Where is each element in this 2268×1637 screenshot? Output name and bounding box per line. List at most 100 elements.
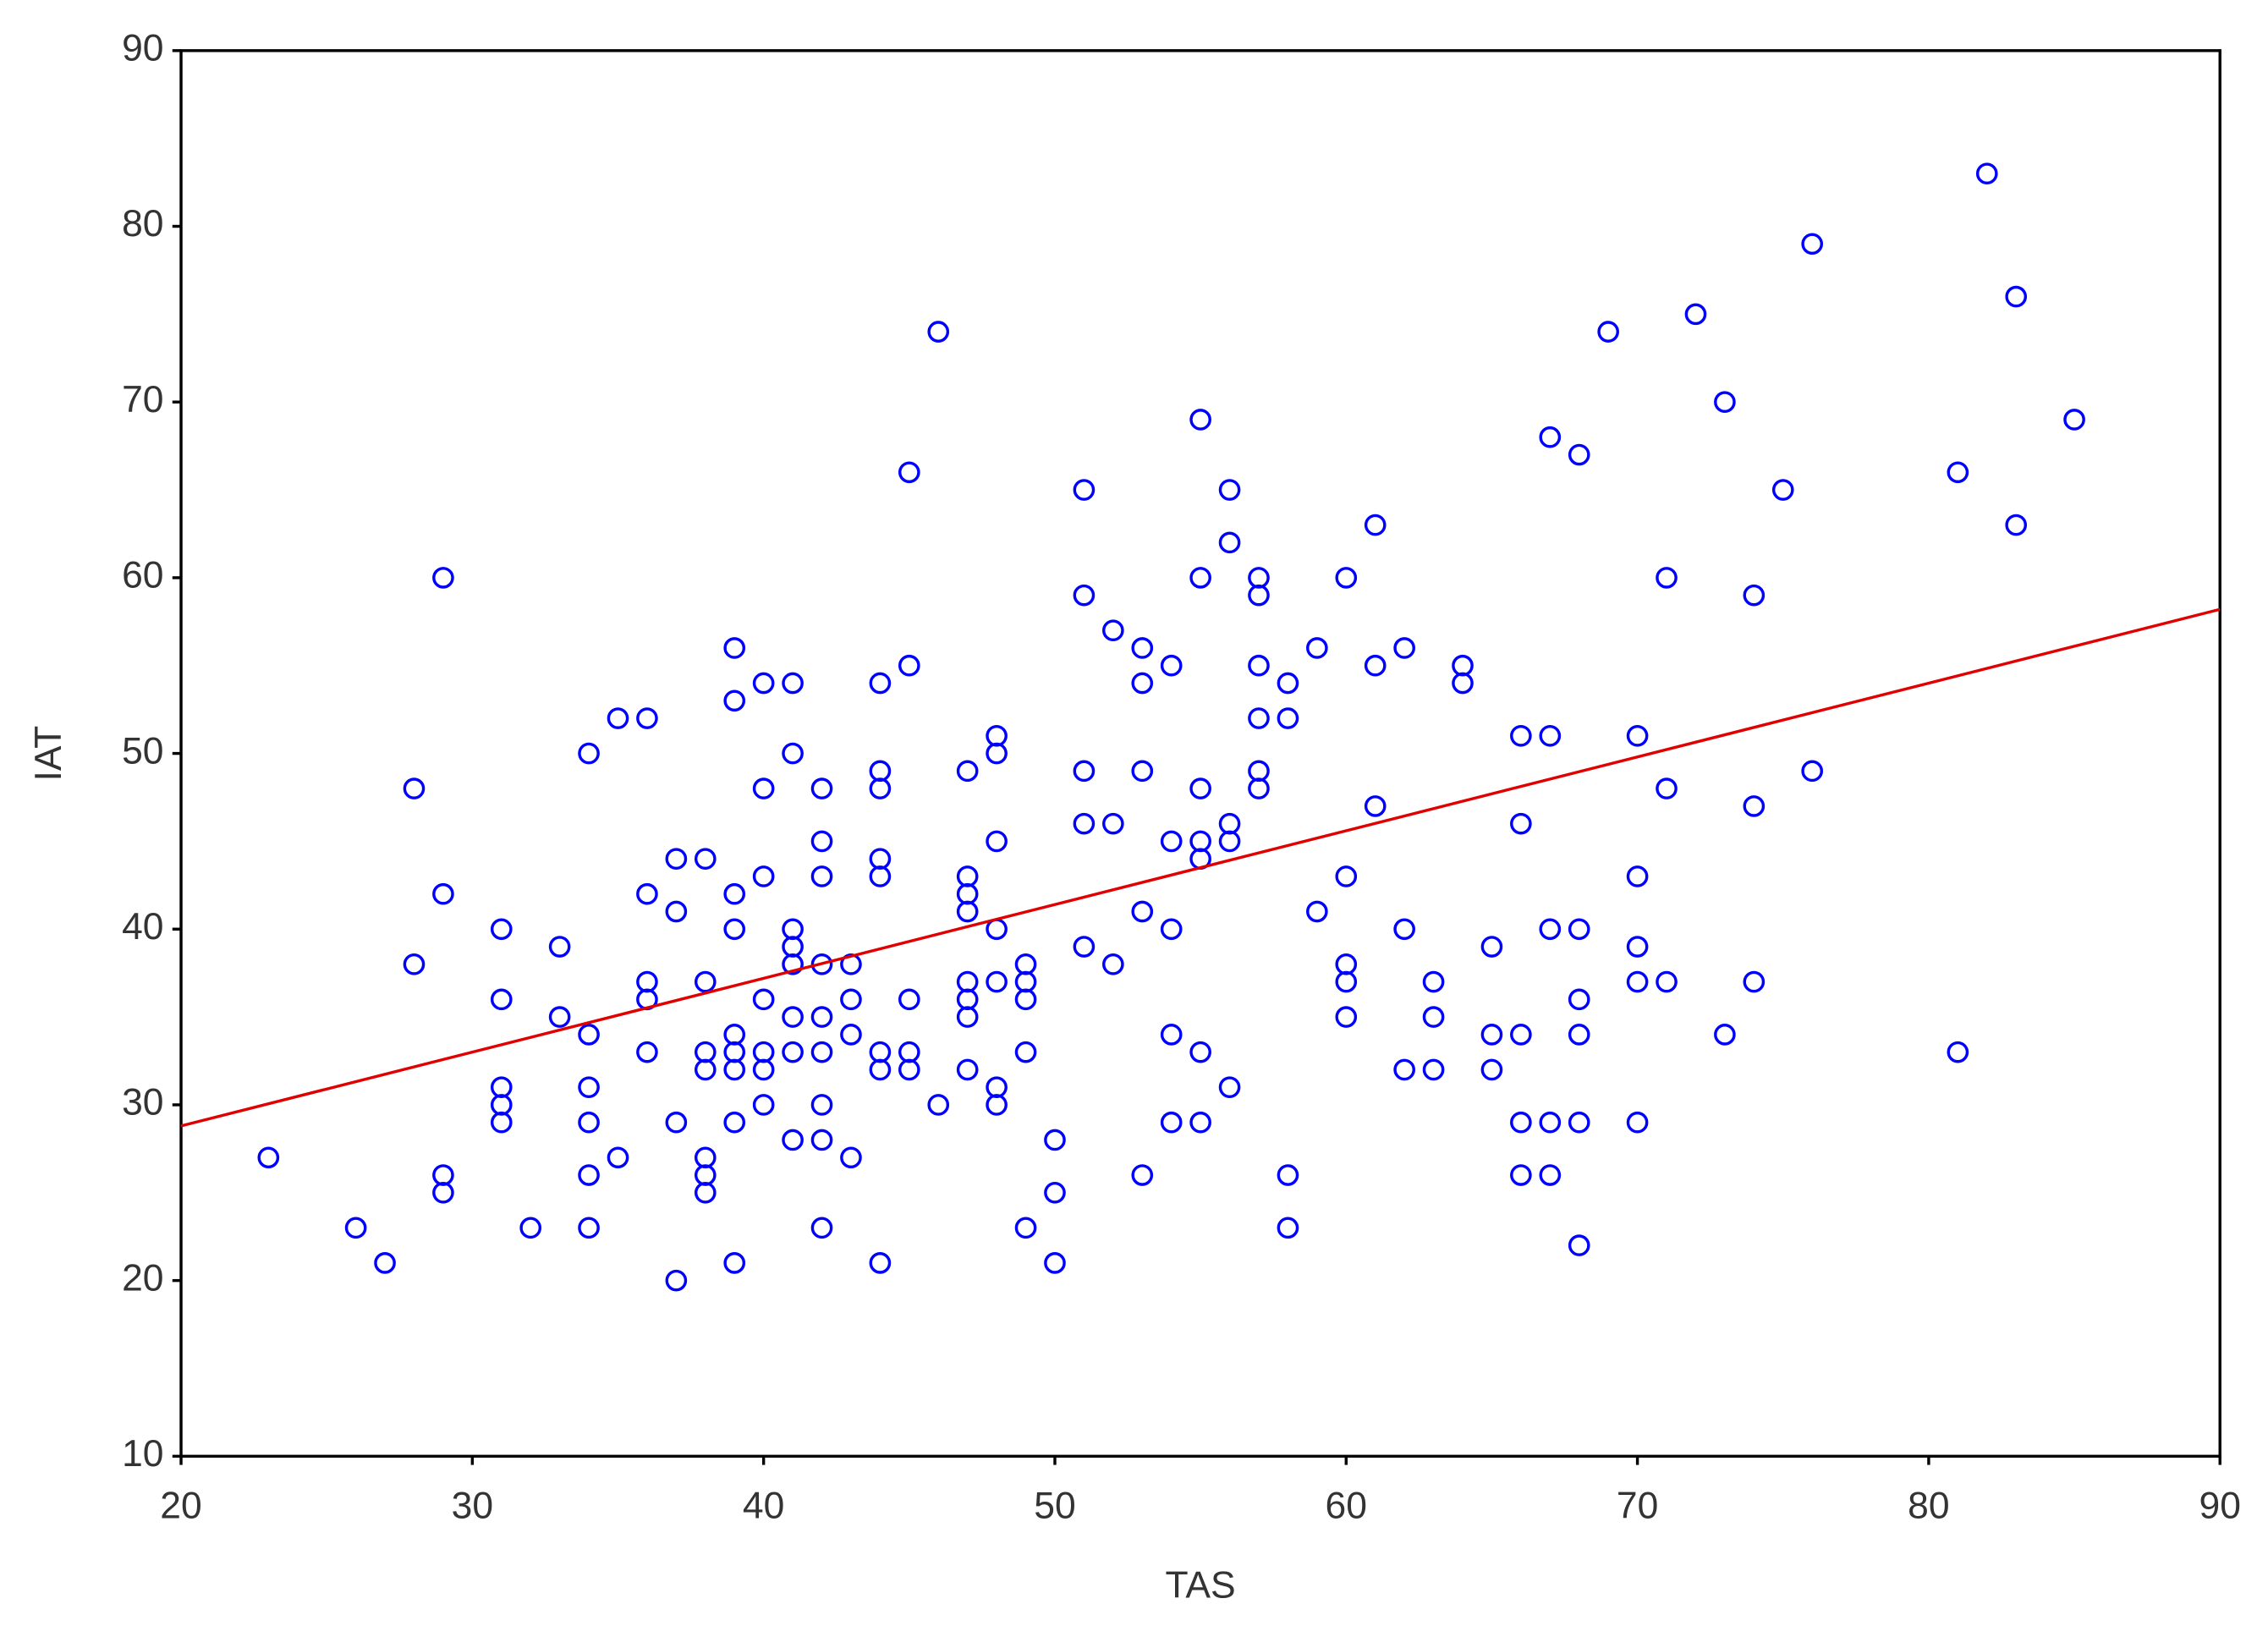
point [490,988,513,1011]
point [1160,918,1183,941]
point [1801,233,1824,255]
point [869,672,892,695]
point [810,865,833,887]
point [1568,988,1590,1011]
y-axis-label: IAT [28,726,69,782]
point [1306,637,1328,659]
point [578,1111,600,1134]
point [578,1024,600,1046]
y-tick-label: 10 [122,1433,163,1475]
x-tick-label: 40 [743,1486,784,1527]
point [1393,918,1415,941]
point [1510,812,1532,835]
point [986,918,1008,941]
point [782,1129,804,1151]
point [752,1058,775,1081]
point [1014,988,1037,1011]
point [403,777,426,799]
y-tick-label: 60 [122,555,163,596]
point [1568,1111,1590,1134]
point [1131,672,1154,695]
point [752,1094,775,1116]
point [1277,672,1299,695]
point [1218,531,1241,554]
point [1743,584,1766,607]
point [752,672,775,695]
point [1364,514,1387,536]
point [1452,672,1474,695]
point [986,1076,1008,1099]
point [956,865,979,887]
point [1218,830,1241,853]
point [1277,1164,1299,1186]
point [694,1041,717,1063]
point [257,1146,280,1169]
point [810,953,833,975]
point [374,1252,396,1274]
point [1480,1058,1503,1081]
point [490,1111,513,1134]
y-tick-label: 90 [122,28,163,69]
point [1044,1129,1066,1151]
point [869,777,892,799]
y-tick-label: 50 [122,730,163,772]
point [986,830,1008,853]
point [869,865,892,887]
point [1102,619,1124,642]
point [723,1058,746,1081]
point [432,567,454,589]
point [1160,1024,1183,1046]
point [1160,1111,1183,1134]
point [986,724,1008,747]
point [1626,970,1649,993]
point [782,936,804,958]
y-tick-label: 80 [122,203,163,244]
y-tick-label: 20 [122,1257,163,1299]
point [1044,1181,1066,1204]
point [752,777,775,799]
point [607,707,629,729]
point [1568,443,1590,466]
point [956,1006,979,1028]
point [898,1058,920,1081]
point [986,1094,1008,1116]
point [782,1006,804,1028]
point [665,1111,688,1134]
point [1073,936,1096,958]
point [1131,637,1154,659]
point [956,988,979,1011]
point [1102,812,1124,835]
point [1743,795,1766,817]
point [1218,1076,1241,1099]
point [869,848,892,871]
point [840,988,862,1011]
point [490,1094,513,1116]
point [607,1146,629,1169]
point [1218,479,1241,501]
point [723,1024,746,1046]
point [694,1146,717,1169]
point [1014,1217,1037,1239]
point [1073,479,1096,501]
point [665,900,688,923]
point [869,1058,892,1081]
point [1947,461,1969,484]
point [636,882,658,905]
point [810,777,833,799]
point [752,865,775,887]
point [1714,1024,1736,1046]
point [1539,724,1562,747]
x-axis-label: TAS [1166,1565,1236,1607]
point [1539,426,1562,448]
point [1364,654,1387,677]
point [1248,654,1270,677]
point [782,953,804,975]
point [956,970,979,993]
point [490,918,513,941]
point [665,1269,688,1292]
point [723,637,746,659]
point [782,742,804,765]
point [1626,724,1649,747]
point [869,760,892,783]
